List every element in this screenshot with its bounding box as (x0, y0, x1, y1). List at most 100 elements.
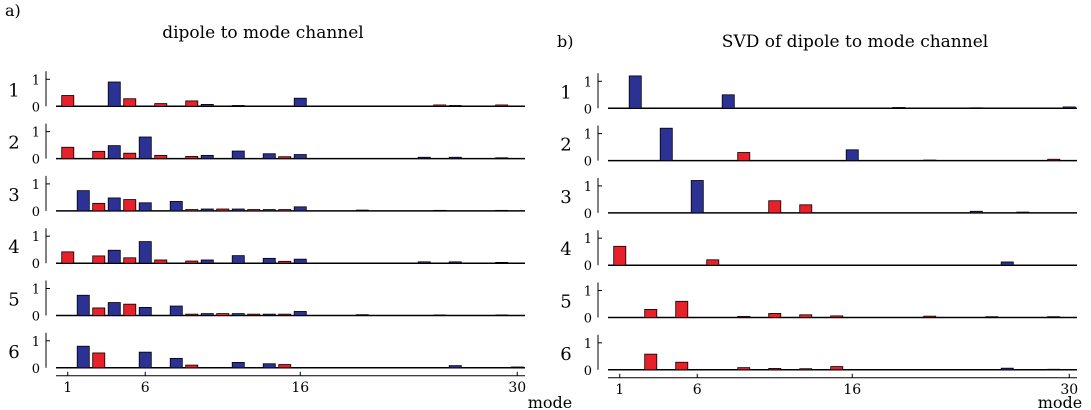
row-label: 5 (560, 292, 571, 313)
y-tick-label: 1 (32, 73, 40, 88)
chart-title: dipole to mode channel (162, 23, 364, 43)
bar-mode-9 (185, 100, 199, 107)
chart-panel-b: b) SVD of dipole to mode channel101102103… (557, 32, 1082, 410)
bar-mode-11 (768, 200, 782, 214)
row-3: 1 03 (8, 175, 525, 220)
row-label: 1 (560, 82, 571, 103)
bar-mode-13 (799, 368, 813, 371)
y-tick-label: 0 (584, 102, 592, 117)
bar-mode-1 (613, 245, 627, 266)
bar-mode-2 (76, 345, 90, 369)
bar-mode-30 (1062, 106, 1076, 109)
bar-mode-16 (293, 258, 307, 264)
bar-mode-25 (433, 104, 447, 107)
y-tick-label: 1 (32, 230, 40, 245)
bar-mode-8 (169, 305, 183, 316)
row-label: 6 (8, 342, 19, 363)
bar-mode-9 (185, 364, 199, 369)
bar-mode-4 (107, 81, 121, 107)
bar-mode-10 (200, 154, 214, 160)
bar-mode-20 (355, 314, 369, 316)
bar-mode-10 (200, 104, 214, 107)
bar-mode-26 (1000, 261, 1014, 266)
bar-mode-15 (278, 156, 292, 160)
bar-mode-1 (61, 146, 75, 159)
bar-mode-26 (448, 365, 462, 369)
bar-mode-2 (76, 190, 90, 212)
bar-mode-5 (123, 257, 137, 264)
bar-mode-5 (123, 98, 137, 107)
bar-mode-3 (92, 307, 106, 316)
bar-mode-7 (154, 259, 168, 264)
x-axis-label: mode (1038, 393, 1083, 410)
bar-mode-14 (262, 313, 276, 316)
bar-mode-13 (799, 314, 813, 318)
bar-mode-3 (92, 150, 106, 159)
bar-mode-11 (768, 313, 782, 318)
bar-mode-5 (123, 303, 137, 316)
bar-mode-10 (200, 259, 214, 264)
x-tick-label: 30 (508, 380, 526, 396)
bar-mode-6 (138, 351, 152, 369)
row-label: 6 (560, 344, 571, 365)
bar-mode-14 (262, 257, 276, 264)
bar-mode-16 (293, 154, 307, 160)
y-tick-label: 1 (584, 285, 592, 300)
bar-mode-4 (107, 249, 121, 264)
bar-mode-30 (510, 366, 524, 369)
bar-mode-2 (76, 294, 90, 316)
bar-mode-7 (154, 154, 168, 160)
bar-mode-12 (231, 105, 245, 107)
y-tick-label: 0 (32, 205, 40, 220)
bar-mode-15 (278, 260, 292, 264)
panel-label: a) (5, 1, 21, 20)
bar-mode-6 (138, 241, 152, 264)
bar-mode-29 (1047, 158, 1061, 162)
bar-mode-29 (495, 104, 509, 107)
x-tick-label: 16 (843, 382, 861, 398)
bar-mode-16 (293, 206, 307, 212)
bar-mode-14 (262, 209, 276, 212)
bar-mode-6 (138, 136, 152, 160)
bar-mode-12 (231, 208, 245, 212)
bar-mode-5 (675, 300, 689, 318)
bar-mode-12 (231, 313, 245, 316)
bar-mode-9 (737, 152, 751, 162)
y-tick-label: 1 (32, 283, 40, 298)
bar-mode-10 (200, 208, 214, 212)
row-2: 1 02 (8, 123, 525, 168)
bar-mode-16 (293, 311, 307, 316)
bar-mode-26 (448, 156, 462, 160)
row-label: 2 (560, 135, 571, 156)
y-tick-label: 1 (32, 178, 40, 193)
bar-mode-6 (138, 306, 152, 316)
panel-label: b) (557, 32, 573, 51)
bar-mode-21 (923, 315, 937, 318)
row-label: 2 (8, 133, 19, 154)
bar-mode-8 (721, 94, 735, 109)
x-axis-label: mode (528, 393, 573, 410)
x-tick-label: 1 (615, 382, 624, 398)
y-tick-label: 0 (584, 155, 592, 170)
bar-mode-24 (417, 156, 431, 160)
bar-mode-4 (107, 197, 121, 212)
bar-mode-15 (278, 364, 292, 369)
row-3: 1 03 (560, 177, 1077, 222)
bar-mode-2 (628, 75, 642, 109)
bar-mode-6 (138, 202, 152, 212)
bar-mode-27 (1016, 211, 1030, 214)
bar-mode-1 (61, 95, 75, 107)
bar-mode-9 (185, 209, 199, 212)
row-label: 5 (8, 290, 19, 311)
bar-mode-13 (247, 313, 261, 316)
bar-mode-15 (830, 315, 844, 318)
y-tick-label: 1 (584, 232, 592, 247)
bar-mode-9 (737, 367, 751, 371)
bar-mode-11 (768, 368, 782, 371)
y-tick-label: 0 (32, 310, 40, 325)
bar-mode-11 (216, 313, 230, 316)
y-tick-label: 0 (32, 153, 40, 168)
bar-mode-14 (262, 363, 276, 369)
row-label: 3 (8, 185, 19, 206)
